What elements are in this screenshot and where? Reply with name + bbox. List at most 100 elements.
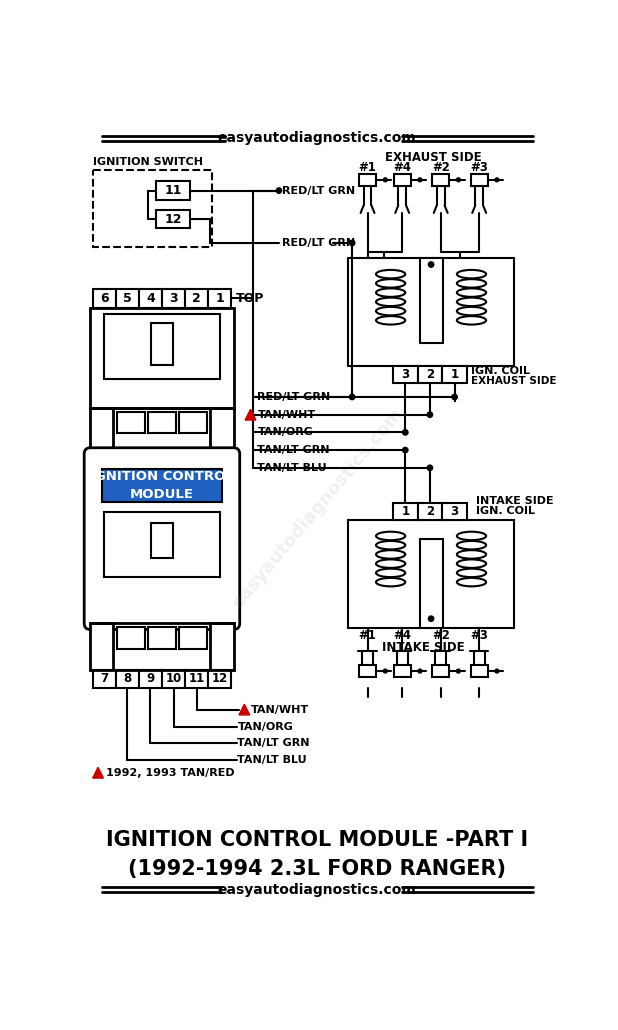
- Text: easyautodiagnostics.com: easyautodiagnostics.com: [228, 405, 407, 613]
- Bar: [156, 181, 190, 200]
- Text: IGN. COIL: IGN. COIL: [472, 366, 530, 376]
- Bar: [394, 665, 411, 678]
- Text: 11: 11: [164, 184, 182, 197]
- Text: 5: 5: [123, 291, 132, 305]
- Bar: [418, 366, 442, 383]
- Bar: [90, 308, 234, 408]
- Text: 12: 12: [164, 212, 182, 226]
- Bar: [116, 670, 139, 688]
- Bar: [151, 323, 173, 366]
- Text: #4: #4: [393, 161, 411, 174]
- Bar: [93, 670, 116, 688]
- Bar: [211, 408, 234, 454]
- Text: 8: 8: [123, 673, 132, 685]
- Bar: [93, 170, 212, 247]
- Circle shape: [276, 187, 282, 194]
- Text: 1992, 1993 TAN/RED: 1992, 1993 TAN/RED: [106, 767, 234, 778]
- Circle shape: [349, 394, 355, 400]
- Bar: [208, 670, 231, 688]
- Bar: [179, 412, 208, 434]
- Bar: [471, 174, 488, 186]
- Bar: [162, 670, 185, 688]
- Circle shape: [402, 447, 408, 453]
- Bar: [90, 623, 114, 670]
- Bar: [442, 366, 467, 383]
- Bar: [393, 366, 418, 383]
- Bar: [148, 627, 176, 649]
- Circle shape: [349, 240, 355, 245]
- Polygon shape: [245, 409, 256, 420]
- Bar: [393, 504, 418, 520]
- Text: 3: 3: [401, 368, 409, 381]
- Bar: [104, 512, 220, 577]
- Text: #1: #1: [358, 629, 376, 642]
- Bar: [117, 627, 145, 649]
- Text: 6: 6: [100, 291, 109, 305]
- Bar: [102, 470, 222, 502]
- Circle shape: [452, 394, 457, 400]
- Text: TAN/ORG: TAN/ORG: [258, 427, 313, 438]
- Text: 1: 1: [401, 505, 409, 518]
- Text: #4: #4: [393, 629, 411, 642]
- Bar: [162, 289, 185, 308]
- Circle shape: [427, 412, 433, 417]
- Text: 3: 3: [451, 505, 459, 518]
- Text: #3: #3: [470, 629, 488, 642]
- Text: INTAKE SIDE: INTAKE SIDE: [382, 641, 464, 654]
- Text: IGNITION CONTROL
MODULE: IGNITION CONTROL MODULE: [90, 471, 234, 501]
- Text: TAN/ORG: TAN/ORG: [237, 721, 294, 731]
- Text: 1: 1: [451, 368, 459, 381]
- Text: IGNITION SWITCH: IGNITION SWITCH: [93, 158, 203, 167]
- Bar: [349, 259, 514, 366]
- Bar: [116, 289, 139, 308]
- Text: 1: 1: [215, 291, 224, 305]
- Bar: [104, 314, 220, 379]
- Text: EXHAUST SIDE: EXHAUST SIDE: [472, 376, 557, 386]
- Bar: [211, 623, 234, 670]
- Text: IGN. COIL: IGN. COIL: [476, 506, 535, 516]
- Text: IGNITION CONTROL MODULE -PART I: IGNITION CONTROL MODULE -PART I: [106, 830, 528, 850]
- Bar: [185, 670, 208, 688]
- Circle shape: [418, 178, 422, 181]
- Text: 9: 9: [146, 673, 154, 685]
- Text: TAN/LT GRN: TAN/LT GRN: [237, 739, 310, 749]
- Text: #2: #2: [432, 629, 450, 642]
- Circle shape: [418, 670, 422, 673]
- Text: (1992-1994 2.3L FORD RANGER): (1992-1994 2.3L FORD RANGER): [128, 859, 506, 879]
- Bar: [359, 174, 376, 186]
- Text: RED/LT GRN: RED/LT GRN: [282, 185, 355, 196]
- Bar: [139, 670, 162, 688]
- Text: TAN/LT BLU: TAN/LT BLU: [258, 462, 327, 473]
- Text: #3: #3: [470, 161, 488, 174]
- Bar: [418, 504, 442, 520]
- Text: #1: #1: [358, 161, 376, 174]
- Bar: [93, 289, 116, 308]
- Text: 11: 11: [188, 673, 205, 685]
- Bar: [185, 289, 208, 308]
- Text: RED/LT GRN: RED/LT GRN: [282, 238, 355, 248]
- Text: 3: 3: [169, 291, 178, 305]
- Polygon shape: [93, 767, 103, 778]
- Text: RED/LT GRN: RED/LT GRN: [258, 392, 331, 402]
- Text: easyautodiagnostics.com: easyautodiagnostics.com: [218, 883, 416, 897]
- Bar: [349, 520, 514, 628]
- Circle shape: [457, 670, 460, 673]
- Text: 7: 7: [100, 673, 108, 685]
- Text: EXHAUST SIDE: EXHAUST SIDE: [384, 151, 481, 164]
- Bar: [394, 174, 411, 186]
- Circle shape: [495, 178, 499, 181]
- Circle shape: [427, 466, 433, 471]
- Text: 2: 2: [426, 368, 434, 381]
- Text: TAN/LT BLU: TAN/LT BLU: [237, 755, 307, 765]
- Text: TAN/WHT: TAN/WHT: [252, 705, 310, 715]
- Text: 4: 4: [146, 291, 154, 305]
- Circle shape: [495, 670, 499, 673]
- Text: easyautodiagnostics.com: easyautodiagnostics.com: [218, 131, 416, 145]
- Bar: [359, 665, 376, 678]
- Bar: [139, 289, 162, 308]
- Bar: [442, 504, 467, 520]
- Circle shape: [402, 430, 408, 435]
- Text: 2: 2: [192, 291, 201, 305]
- Bar: [156, 210, 190, 229]
- Bar: [117, 412, 145, 434]
